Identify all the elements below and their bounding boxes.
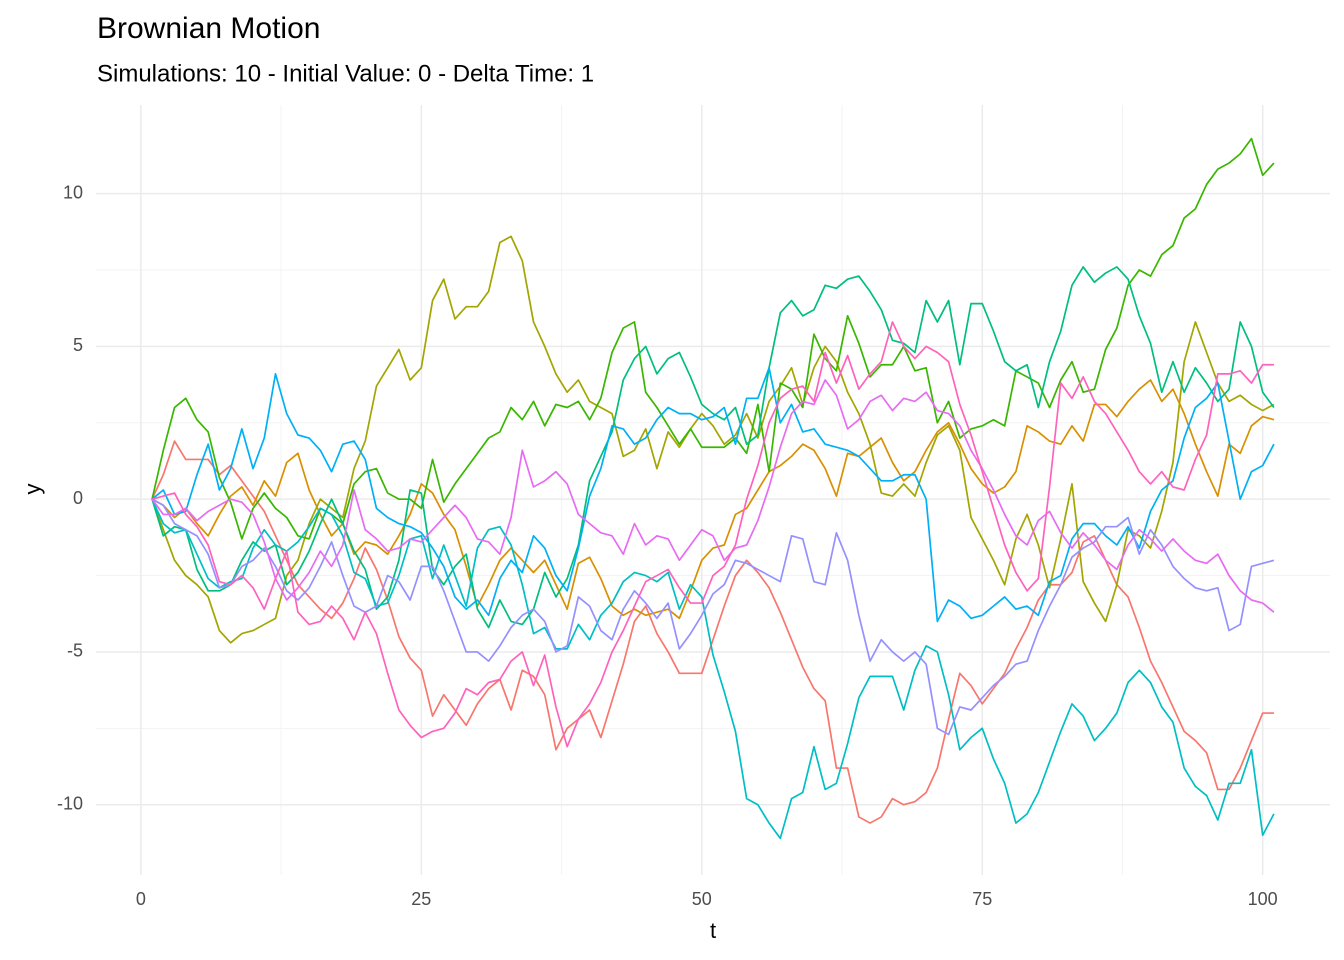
series-line — [151, 137, 1275, 540]
y-axis-label: y — [20, 484, 45, 495]
x-tick-label: 75 — [972, 889, 992, 909]
y-tick-label: 10 — [63, 182, 83, 202]
x-tick-label: 100 — [1248, 889, 1278, 909]
y-tick-label: -10 — [57, 793, 83, 813]
chart-subtitle: Simulations: 10 - Initial Value: 0 - Del… — [97, 60, 594, 87]
series-line — [151, 321, 1274, 748]
y-tick-label: -5 — [67, 641, 83, 661]
series-line — [151, 235, 1275, 644]
x-tick-label: 50 — [692, 889, 712, 909]
chart-title: Brownian Motion — [97, 12, 320, 45]
series-line — [151, 498, 1275, 840]
series-line — [151, 498, 1275, 736]
x-tick-label: 0 — [136, 889, 146, 909]
y-tick-label: 0 — [73, 488, 83, 508]
series-line — [151, 440, 1274, 824]
series-line — [151, 379, 1275, 613]
series-line — [151, 266, 1275, 629]
x-axis-label: t — [710, 918, 716, 943]
series-line — [151, 366, 1275, 623]
y-tick-label: 5 — [73, 335, 83, 355]
x-tick-label: 25 — [411, 889, 431, 909]
